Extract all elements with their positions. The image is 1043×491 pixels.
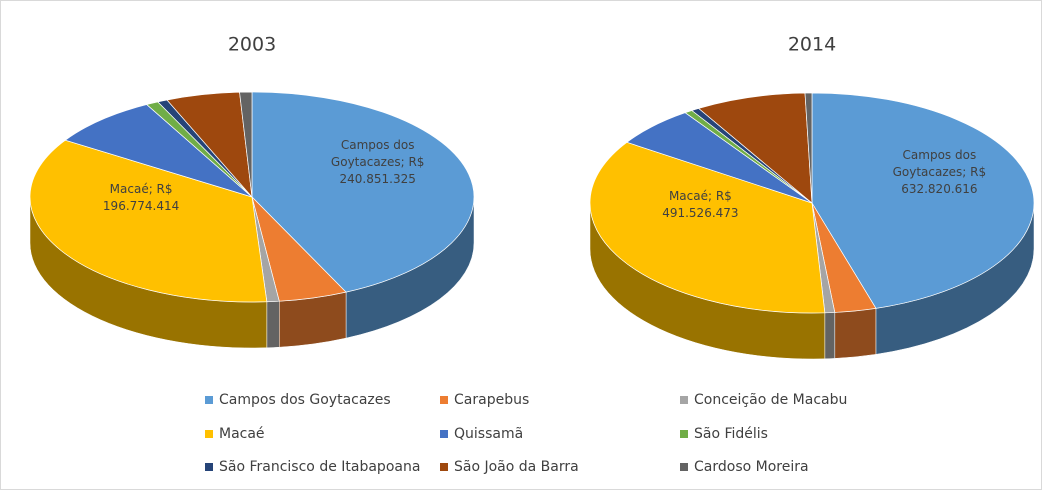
legend-label: São Fidélis (694, 426, 768, 442)
legend-swatch (205, 463, 213, 471)
slice-side (834, 308, 877, 359)
legend-swatch (680, 463, 688, 471)
slice (589, 141, 826, 314)
slice (64, 104, 253, 198)
legend-label: Carapebus (454, 392, 529, 408)
slice (251, 91, 475, 293)
slice (239, 91, 253, 198)
legend-label: Quissamã (454, 426, 523, 442)
data-label: Campos dos Goytacazes; R$ 632.820.616 (892, 147, 987, 196)
legend-swatch (440, 430, 448, 438)
slice (697, 92, 813, 204)
legend-swatch (440, 463, 448, 471)
legend-label: Conceição de Macabu (694, 392, 847, 408)
legend-swatch (680, 396, 688, 404)
legend-label: São Francisco de Itabapoana (219, 459, 420, 475)
data-label: Campos dos Goytacazes; R$ 240.851.325 (330, 137, 425, 186)
legend-swatch (205, 396, 213, 404)
legend-label: São João da Barra (454, 459, 579, 475)
slice-side (824, 312, 836, 360)
slice (29, 139, 268, 303)
legend-label: Macaé (219, 426, 265, 442)
legend-swatch (440, 396, 448, 404)
slice (811, 92, 1035, 309)
legend-swatch (680, 430, 688, 438)
data-label: Macaé; R$ 196.774.414 (102, 181, 180, 213)
legend-label: Cardoso Moreira (694, 459, 809, 475)
legend-label: Campos dos Goytacazes (219, 392, 391, 408)
slice-side (266, 300, 280, 349)
chart-title: 2014 (788, 34, 836, 56)
chart-title: 2003 (228, 34, 276, 56)
legend-swatch (205, 430, 213, 438)
data-label: Macaé; R$ 491.526.473 (662, 188, 739, 220)
slice (804, 92, 813, 204)
